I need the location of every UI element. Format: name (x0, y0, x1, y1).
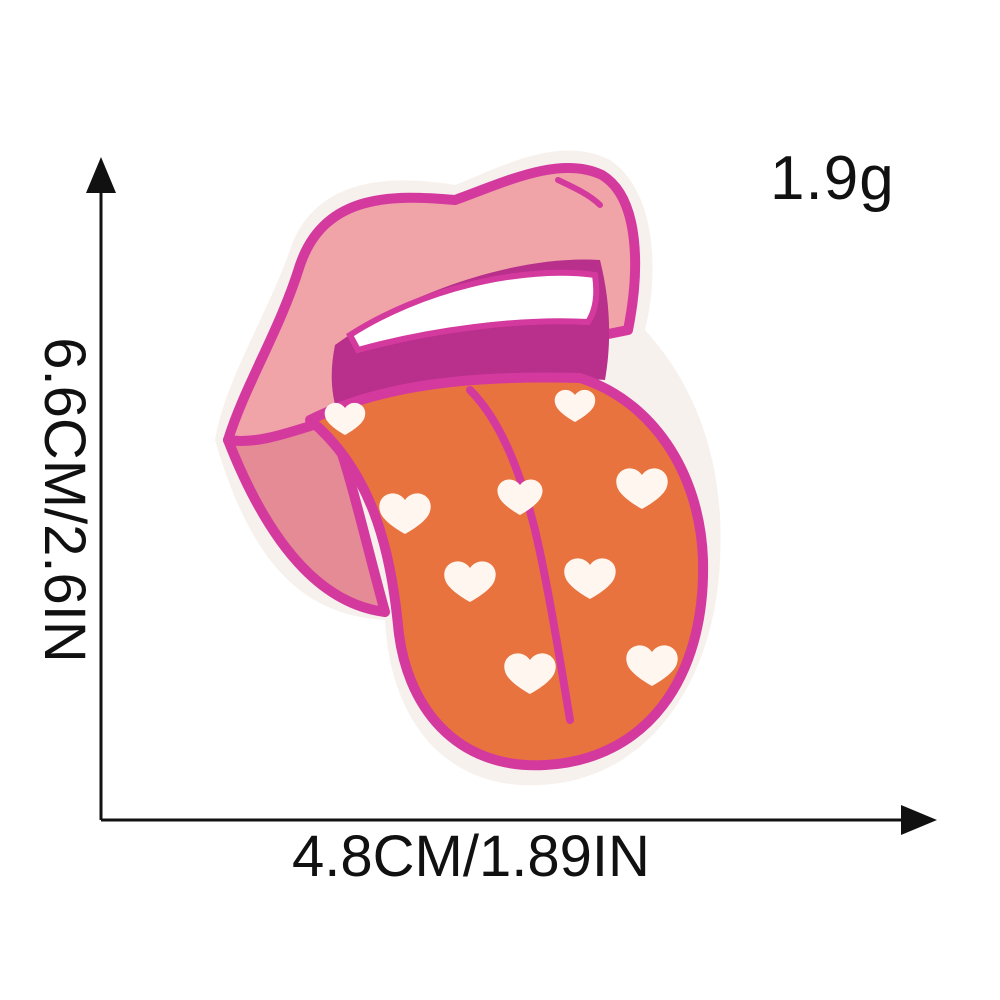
heart-icon (626, 645, 678, 686)
heart-icon (564, 558, 616, 599)
tongue-shape (305, 372, 709, 771)
width-label: 4.8CM/1.89IN (292, 824, 650, 889)
heart-icon (616, 468, 668, 509)
heart-icon (504, 653, 556, 694)
weight-label: 1.9g (770, 144, 895, 213)
heart-icon (379, 493, 431, 534)
heart-icon (324, 402, 366, 435)
lip-highlight (555, 177, 603, 208)
heart-icon (444, 561, 496, 602)
lower-lip-shape (223, 415, 390, 617)
teeth-shape (346, 269, 600, 354)
tongue-hearts (324, 389, 678, 694)
heart-icon (497, 479, 543, 515)
tongue-groove (466, 386, 574, 724)
heart-icon (554, 389, 596, 422)
